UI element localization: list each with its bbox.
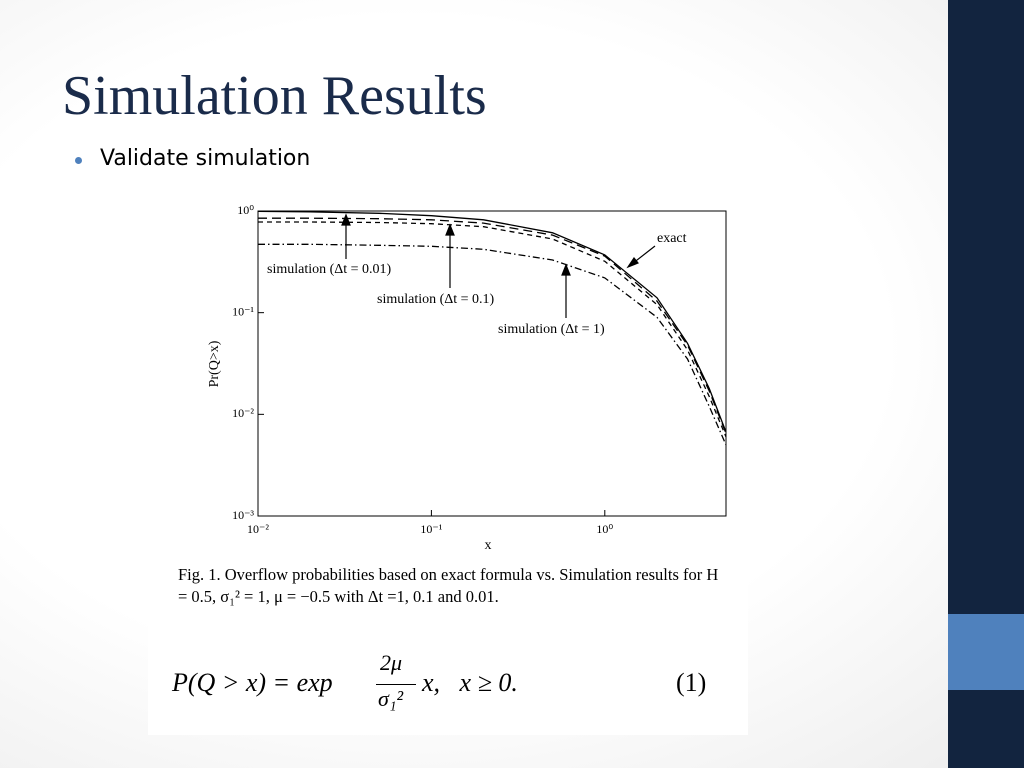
bullet-text: Validate simulation: [100, 146, 311, 171]
annotation: exact: [657, 231, 687, 246]
y-tick-label: 10⁻²: [232, 406, 254, 420]
fraction-bar: [376, 684, 416, 685]
side-accent: [948, 614, 1024, 690]
equation-number: (1): [676, 668, 707, 697]
series-line: [258, 243, 727, 446]
arrows: [341, 213, 656, 318]
series-line: [258, 217, 727, 434]
series-line: [257, 210, 727, 433]
x-tick-label: 10⁻¹: [420, 522, 442, 536]
equation-denominator: σ₁²: [378, 686, 404, 711]
caption: Fig. 1. Overflow probabilities based on …: [178, 565, 719, 606]
slide-title: Simulation Results: [62, 65, 487, 127]
x-tick-label: 10⁰: [596, 522, 613, 536]
bullet-dot: [75, 157, 82, 164]
annotation: simulation (Δt = 1): [498, 322, 605, 337]
y-axis-label: Pr(Q>x): [207, 340, 222, 387]
y-tick-label: 10⁻¹: [232, 304, 254, 318]
x-tick-label: 10⁻²: [247, 522, 269, 536]
equation: P(Q > x) = exp 2μ σ₁² x, x ≥ 0. (1): [172, 650, 712, 725]
annotation: simulation (Δt = 0.01): [267, 262, 392, 277]
y-tick-label: 10⁻³: [232, 508, 254, 522]
equation-rhs: x, x ≥ 0.: [422, 668, 518, 697]
y-tick-label: 10⁰: [237, 203, 254, 217]
equation-numerator: 2μ: [380, 650, 403, 675]
equation-lhs: P(Q > x) = exp: [172, 668, 333, 697]
chart: x Pr(Q>x) exact simulation (Δt = 0.01) s…: [148, 195, 748, 735]
annotation: simulation (Δt = 0.1): [377, 292, 495, 307]
figure-bg: [148, 195, 748, 735]
plot-frame: [257, 210, 727, 517]
x-axis-label: x: [485, 538, 492, 553]
